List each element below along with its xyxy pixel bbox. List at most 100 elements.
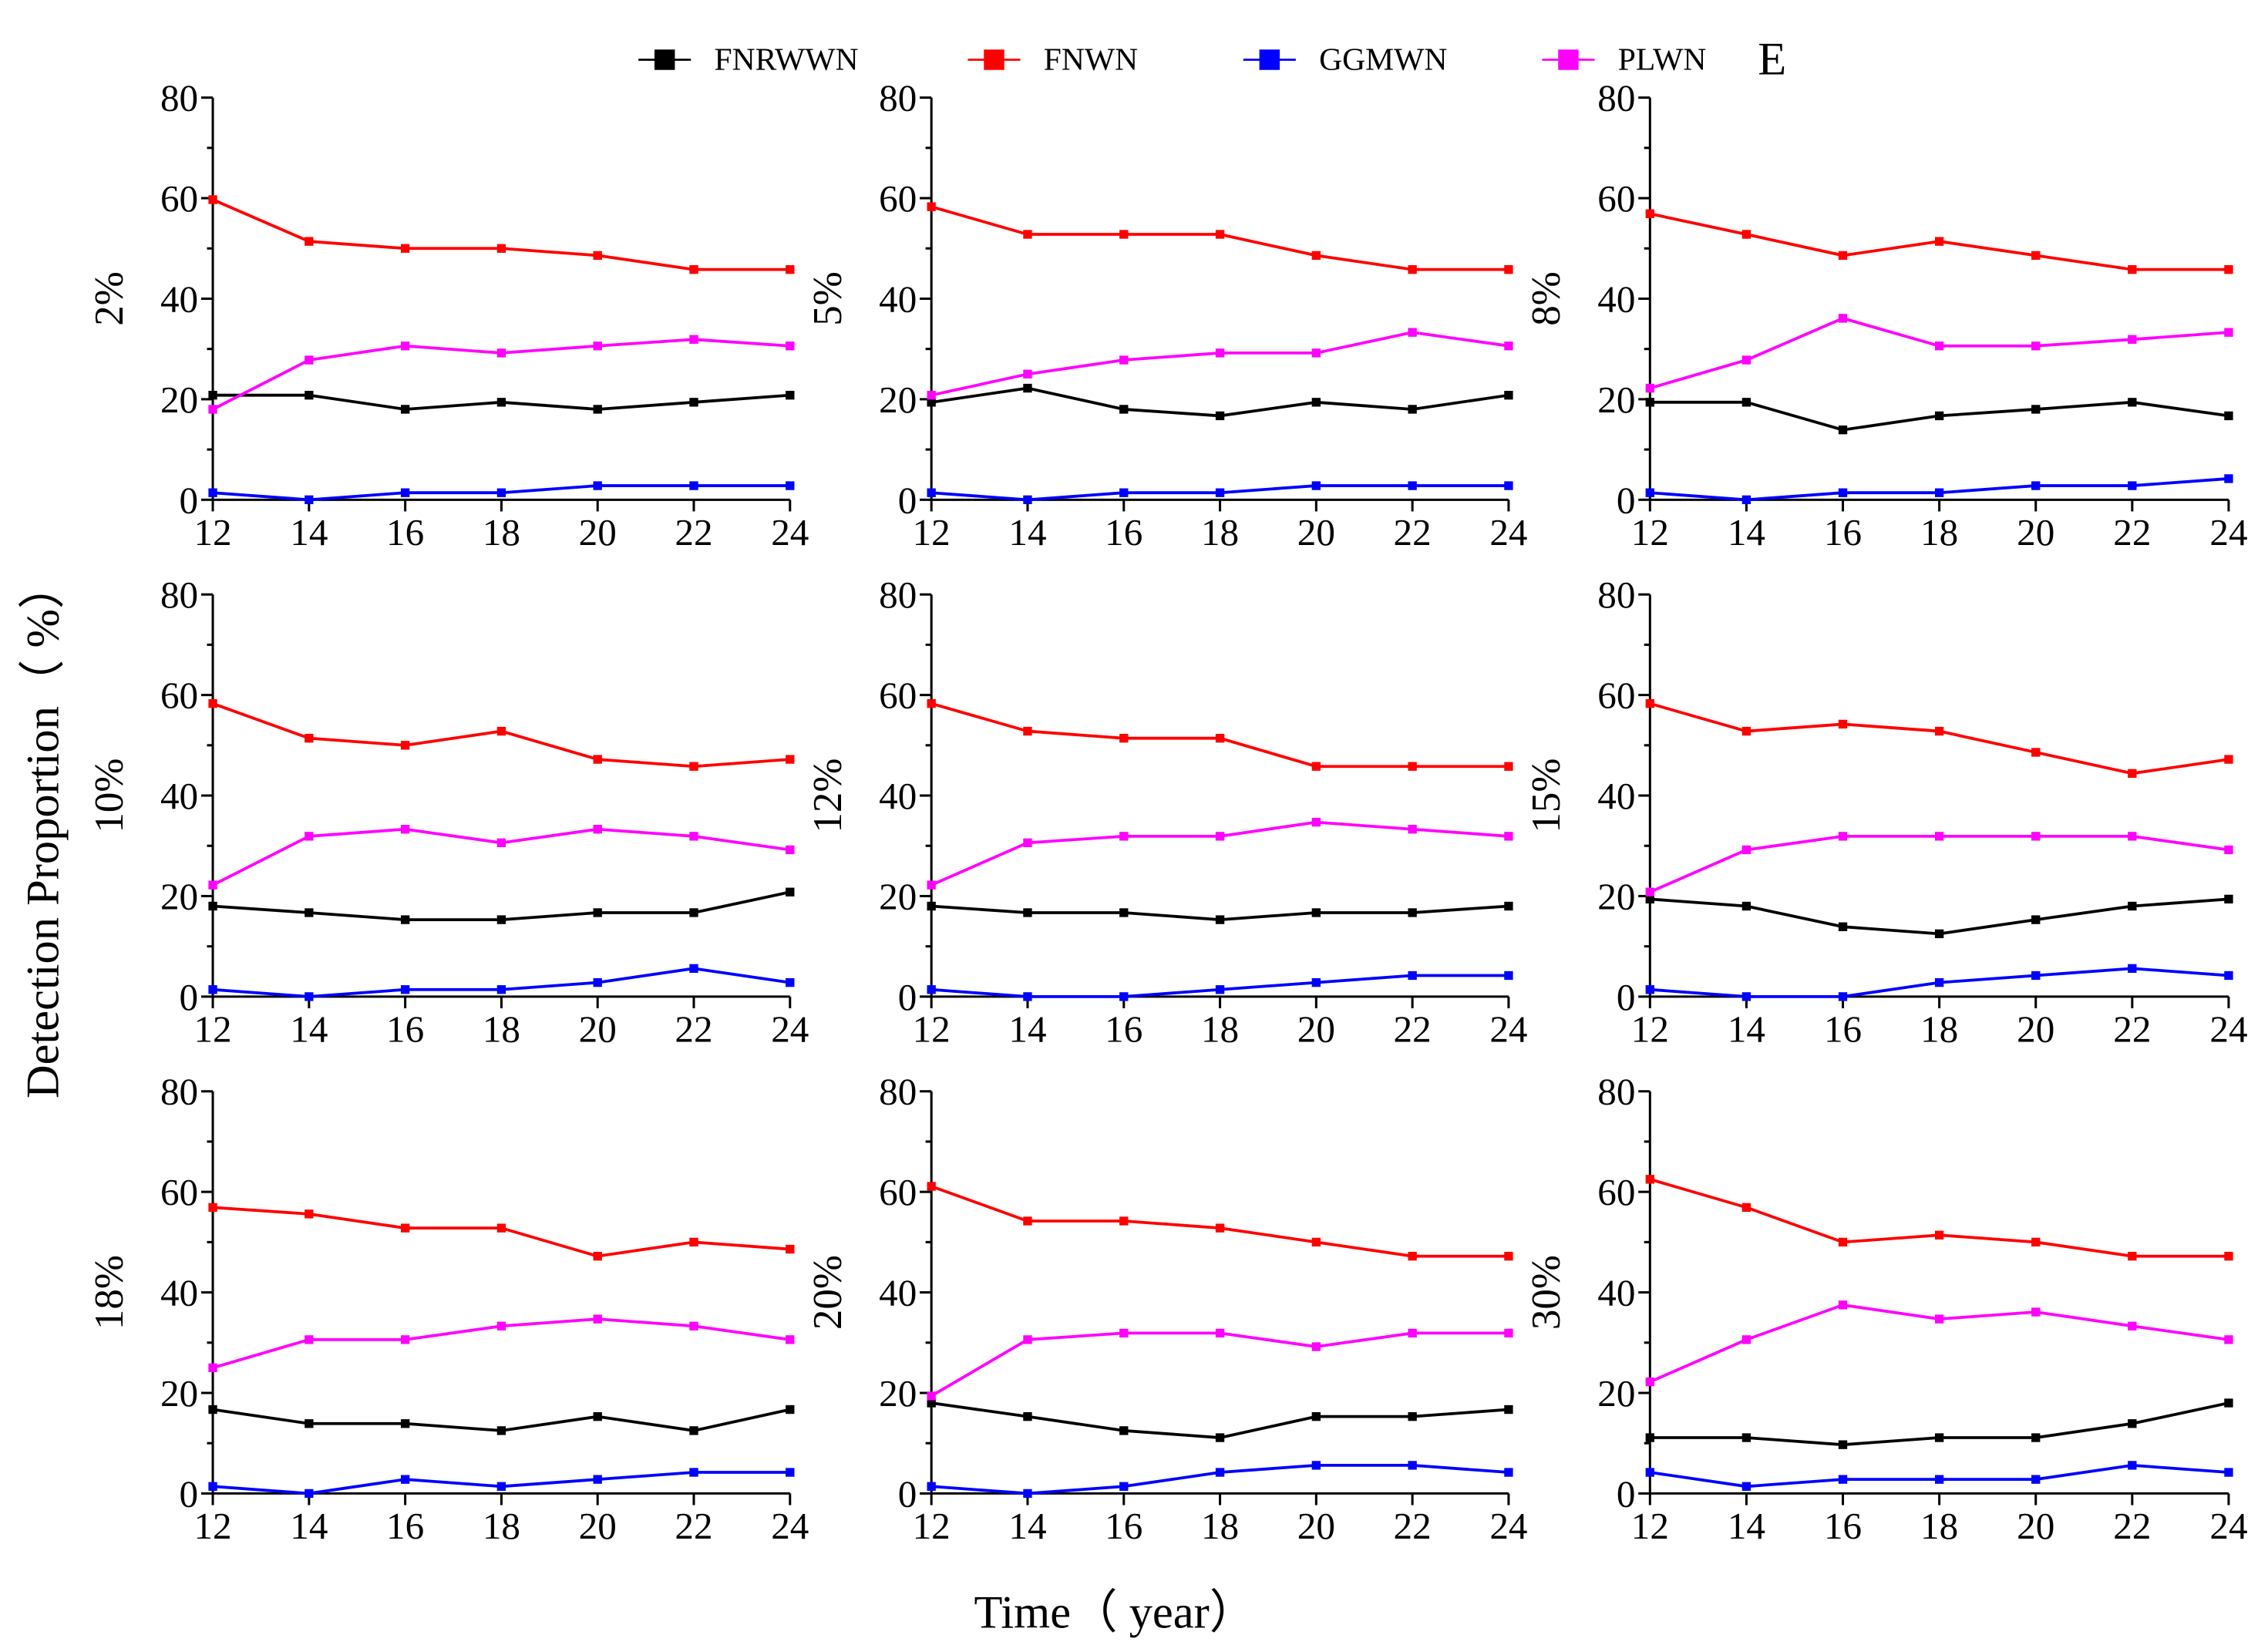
data-point (593, 908, 602, 917)
data-point (400, 741, 410, 750)
x-tick-label: 16 (1105, 1505, 1142, 1547)
panel-label: 2% (87, 271, 132, 326)
data-point (2128, 1461, 2137, 1470)
series-line (930, 1331, 1509, 1398)
data-point (305, 1209, 314, 1219)
data-point (2031, 1307, 2041, 1317)
data-point (689, 1468, 698, 1477)
data-point (2224, 1468, 2233, 1477)
x-tick-label: 20 (579, 511, 617, 553)
data-point (2031, 832, 2041, 841)
legend-label: GGMWN (1319, 42, 1447, 77)
data-point (1408, 328, 1417, 337)
data-point (1119, 405, 1129, 414)
data-point (400, 341, 410, 351)
data-point (593, 977, 602, 987)
data-point (496, 1223, 506, 1233)
series-line (930, 1401, 1509, 1439)
data-point (1645, 398, 1654, 407)
x-tick-label: 16 (1105, 1008, 1142, 1050)
x-tick-label: 18 (1920, 1008, 1958, 1050)
x-tick-label: 12 (913, 1008, 951, 1050)
panel-label: 5% (806, 271, 850, 326)
data-point (305, 391, 314, 400)
series-line (1649, 834, 2229, 893)
data-point (1838, 1237, 1848, 1247)
y-tick-label: 40 (1597, 1272, 1635, 1314)
data-point (1504, 1328, 1513, 1338)
data-point (1023, 1335, 1032, 1344)
data-point (593, 251, 602, 261)
data-point (2128, 1251, 2137, 1261)
x-tick-label: 22 (675, 1008, 712, 1050)
y-tick-label: 20 (160, 378, 198, 421)
data-point (1838, 992, 1848, 1001)
data-point (593, 405, 602, 414)
data-point (786, 1244, 795, 1254)
data-point (1311, 817, 1321, 827)
x-tick-label: 18 (1920, 511, 1958, 553)
data-point (927, 901, 936, 911)
x-tick-label: 24 (771, 1505, 809, 1547)
y-tick-label: 80 (1597, 1071, 1635, 1113)
data-point (593, 1411, 602, 1421)
data-point (1023, 495, 1032, 504)
data-point (1934, 832, 1944, 841)
data-point (1741, 230, 1751, 239)
x-tick-label: 20 (1297, 511, 1335, 553)
x-tick-label: 22 (2113, 1505, 2151, 1547)
data-point (1741, 398, 1751, 407)
series-line (1649, 1178, 2229, 1258)
series-line (1650, 897, 2229, 936)
x-tick-label: 14 (290, 1008, 328, 1050)
data-point (496, 398, 506, 407)
data-point (2224, 474, 2233, 483)
panel-label: 15% (1524, 759, 1569, 833)
data-point (1311, 348, 1321, 358)
data-point (593, 1314, 602, 1324)
data-point (1408, 481, 1417, 490)
y-tick-label: 60 (879, 674, 917, 717)
x-tick-label: 16 (1105, 511, 1142, 553)
data-point (1504, 832, 1513, 841)
data-point (786, 977, 795, 987)
data-point (1408, 405, 1417, 414)
series-line (212, 198, 790, 271)
data-point (305, 832, 314, 841)
series-line (212, 827, 791, 886)
y-tick-label: 0 (898, 976, 917, 1018)
y-tick-label: 40 (160, 775, 198, 817)
data-point (496, 1321, 506, 1330)
data-point (593, 1251, 602, 1261)
data-point (496, 348, 506, 358)
data-point (1215, 734, 1225, 743)
series-line (930, 331, 1509, 397)
data-point (496, 488, 506, 497)
series-line (1649, 316, 2229, 390)
data-point (2031, 971, 2041, 981)
data-point (2224, 264, 2233, 274)
data-point (927, 1182, 936, 1191)
data-point (1934, 411, 1944, 421)
data-point (2031, 748, 2041, 757)
data-point (1645, 894, 1654, 904)
data-point (1645, 985, 1654, 994)
x-tick-label: 20 (579, 1505, 617, 1547)
data-point (305, 908, 314, 917)
data-point (1838, 1440, 1848, 1449)
x-tick-label: 14 (1008, 1008, 1046, 1050)
data-point (1741, 1482, 1751, 1491)
data-point (208, 985, 217, 994)
y-tick-label: 40 (879, 775, 917, 817)
data-point (2128, 1419, 2137, 1428)
data-point (927, 202, 936, 211)
data-point (1934, 1475, 1944, 1484)
y-tick-label: 80 (879, 77, 917, 119)
data-point (689, 1426, 698, 1435)
data-point (1215, 1328, 1225, 1338)
data-point (2128, 832, 2137, 841)
data-point (927, 880, 936, 890)
data-point (496, 985, 506, 994)
data-point (1838, 832, 1848, 841)
x-tick-label: 18 (483, 511, 520, 553)
